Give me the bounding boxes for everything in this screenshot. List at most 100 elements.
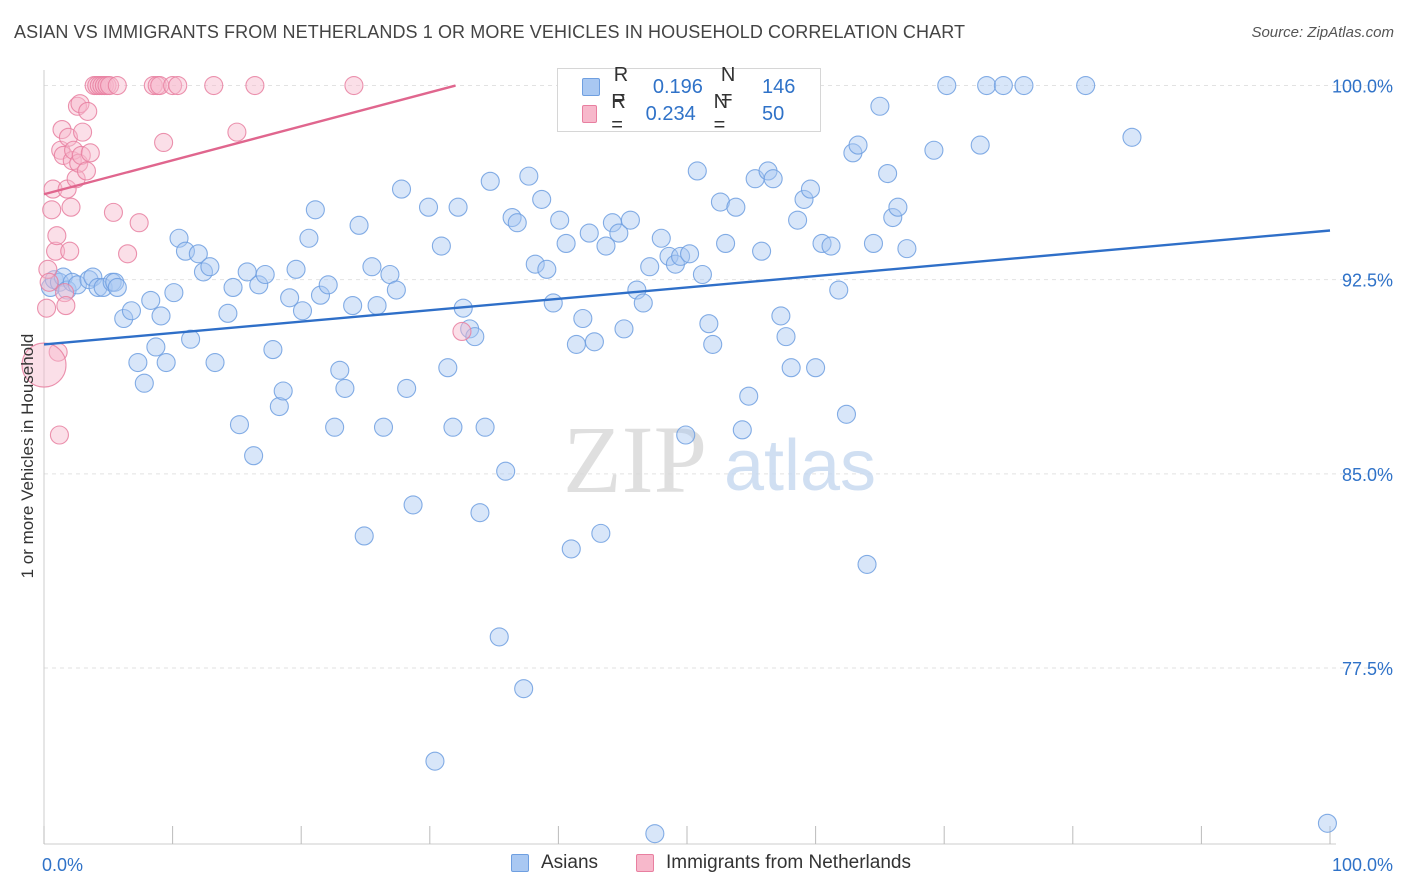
netherlands-point: [49, 425, 69, 445]
points-layer: [21, 75, 1337, 844]
y-tick-label: 92.5%: [1342, 271, 1393, 291]
asians-point: [857, 554, 877, 574]
source-label: Source: ZipAtlas.com: [1251, 24, 1394, 41]
asians-point: [193, 262, 214, 282]
series-legend-netherlands[interactable]: Immigrants from Netherlands: [636, 852, 911, 874]
asians-point: [507, 213, 527, 233]
legend-n-label: N =: [720, 64, 736, 109]
asians-point: [836, 404, 857, 424]
asians-point: [431, 236, 451, 256]
asians-point: [107, 277, 127, 297]
netherlands-point: [227, 122, 247, 142]
asians-point: [1076, 75, 1096, 96]
grid-layer: [44, 85, 1396, 669]
series-legend-asians[interactable]: Asians: [511, 852, 598, 874]
asians-point: [367, 296, 387, 316]
asians-point: [970, 135, 990, 155]
asians-point: [489, 627, 509, 647]
netherlands-point: [76, 161, 96, 181]
asians-point: [330, 360, 350, 380]
asians-point: [391, 179, 412, 199]
asians-point: [121, 301, 141, 321]
series-label-asians: Asians: [541, 852, 599, 873]
asians-point: [829, 280, 849, 300]
asians-point: [633, 293, 653, 313]
legend-r-value: 0.196: [652, 75, 703, 98]
asians-point: [93, 277, 113, 297]
asians-point: [438, 358, 458, 378]
asians-point: [151, 306, 171, 326]
asians-point: [310, 285, 331, 305]
asians-point: [561, 539, 581, 559]
series-swatch-netherlands: [636, 854, 654, 872]
asians-point: [763, 169, 783, 189]
asians-point: [532, 189, 552, 209]
asians-point: [343, 296, 363, 316]
asians-trend-line: [43, 229, 1331, 346]
asians-point: [556, 233, 576, 253]
legend-r-value: 0.234: [645, 102, 696, 125]
asians-point: [651, 228, 671, 248]
legend-row-netherlands: R = 0.234 N = 50: [558, 91, 820, 136]
asians-point: [223, 277, 243, 297]
asians-point: [710, 192, 730, 212]
asians-point: [244, 446, 264, 466]
asians-point: [62, 272, 82, 292]
netherlands-point: [452, 321, 472, 342]
netherlands-point: [60, 241, 80, 261]
asians-point: [676, 425, 696, 445]
asians-point: [205, 352, 225, 373]
asians-point: [373, 417, 394, 437]
asians-point: [386, 280, 406, 300]
legend-n-value: 146: [762, 75, 796, 98]
y-tick-label: 100.0%: [1332, 77, 1393, 97]
asians-point: [502, 208, 522, 228]
asians-point: [680, 244, 700, 264]
series-swatch-asians: [511, 854, 529, 872]
asians-point: [134, 373, 154, 393]
netherlands-point: [344, 75, 364, 96]
netherlands-point: [61, 197, 81, 217]
trend-layer: [43, 84, 1331, 346]
netherlands-point: [129, 213, 149, 233]
asians-point: [83, 267, 103, 287]
asians-point: [299, 228, 319, 248]
asians-point: [318, 275, 338, 295]
y-tick-label: 77.5%: [1342, 659, 1393, 679]
netherlands-point: [103, 202, 123, 222]
asians-point: [937, 75, 957, 96]
asians-point: [821, 236, 841, 256]
netherlands-point: [42, 200, 62, 220]
asians-point: [249, 275, 269, 295]
asians-point: [335, 378, 355, 398]
asians-point: [425, 751, 445, 771]
asians-point: [141, 290, 161, 310]
asians-point: [280, 288, 300, 308]
asians-point: [863, 233, 884, 253]
netherlands-point: [80, 143, 100, 163]
asians-point: [699, 314, 719, 334]
legend-n-value: 50: [761, 102, 785, 125]
asians-point: [1014, 75, 1034, 96]
asians-point: [480, 171, 500, 191]
asians-point: [269, 396, 289, 417]
asians-point: [188, 244, 208, 264]
correlation-legend: R = 0.196 N = 146 R = 0.234 N = 50: [557, 64, 821, 136]
asians-point: [255, 264, 275, 285]
asians-point: [781, 358, 801, 378]
asians-point: [128, 352, 148, 373]
asians-point: [726, 197, 746, 217]
asians-point: [362, 257, 382, 277]
netherlands-point: [47, 226, 67, 246]
asians-point: [448, 197, 468, 217]
asians-point: [114, 308, 134, 329]
asians-point: [739, 386, 759, 406]
asians-point: [263, 340, 283, 360]
asians-point: [703, 334, 723, 354]
asians-point: [659, 246, 679, 266]
series-label-netherlands: Immigrants from Netherlands: [666, 852, 911, 873]
series-legend: Asians Immigrants from Netherlands: [0, 852, 1406, 878]
netherlands-point: [52, 119, 72, 140]
asians-point: [584, 332, 604, 352]
